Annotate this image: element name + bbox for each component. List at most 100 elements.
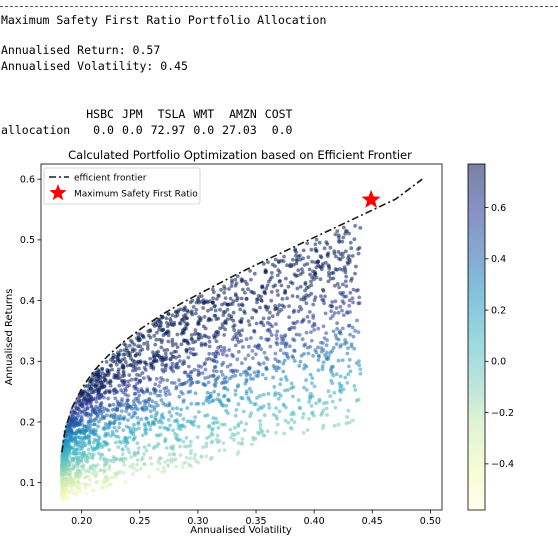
portfolio-point (207, 434, 212, 439)
portfolio-point (260, 429, 265, 434)
portfolio-point (340, 268, 345, 272)
portfolio-point (132, 450, 137, 455)
portfolio-point (131, 466, 136, 470)
portfolio-point (318, 254, 323, 259)
portfolio-point (158, 425, 163, 430)
portfolio-point (285, 263, 289, 268)
portfolio-point (283, 333, 288, 337)
portfolio-point (148, 427, 153, 432)
portfolio-point (154, 377, 159, 381)
portfolio-point (249, 277, 253, 282)
portfolio-point (252, 328, 256, 333)
portfolio-point (277, 303, 282, 307)
portfolio-point (85, 406, 90, 410)
header-amzn: AMZN (229, 107, 257, 121)
portfolio-point (194, 307, 199, 312)
portfolio-point (306, 255, 311, 260)
portfolio-point (170, 343, 175, 348)
portfolio-point (108, 363, 113, 368)
portfolio-point (177, 321, 182, 325)
portfolio-point (275, 359, 280, 364)
portfolio-point (164, 316, 169, 321)
portfolio-point (263, 268, 268, 273)
portfolio-point (345, 415, 349, 419)
portfolio-point (275, 336, 279, 341)
portfolio-point (261, 262, 266, 266)
portfolio-point (233, 343, 238, 348)
portfolio-point (325, 400, 329, 405)
portfolio-point (248, 400, 253, 405)
portfolio-point (191, 352, 196, 357)
portfolio-point (299, 297, 303, 302)
portfolio-point (310, 259, 314, 264)
portfolio-point (260, 372, 265, 377)
portfolio-point (237, 303, 242, 307)
portfolio-point (210, 426, 215, 431)
portfolio-point (302, 352, 306, 356)
portfolio-point (169, 380, 174, 385)
portfolio-point (184, 435, 189, 440)
colorbar-tick-label: 0.2 (491, 305, 506, 316)
allocation-header-row: HSBC JPM TSLA WMT AMZN COST (1, 106, 292, 122)
portfolio-point (258, 405, 263, 410)
portfolio-point (341, 225, 346, 230)
portfolio-point (105, 457, 110, 462)
portfolio-point (335, 321, 339, 326)
portfolio-point (298, 359, 303, 364)
portfolio-point (205, 395, 209, 400)
portfolio-point (287, 304, 291, 308)
portfolio-point (356, 251, 361, 256)
portfolio-point (189, 401, 194, 406)
portfolio-point (213, 304, 218, 308)
portfolio-point (170, 365, 174, 369)
portfolio-point (120, 397, 124, 401)
portfolio-point (309, 338, 314, 343)
portfolio-point (156, 467, 160, 472)
portfolio-point (248, 373, 253, 377)
portfolio-point (102, 468, 107, 473)
portfolio-point (256, 361, 261, 366)
portfolio-point (272, 412, 276, 417)
portfolio-point (341, 290, 345, 295)
portfolio-point (121, 428, 126, 432)
x-tick-label: 0.30 (187, 516, 208, 527)
portfolio-point (279, 377, 283, 382)
portfolio-point (329, 309, 333, 313)
portfolio-point (120, 447, 125, 451)
portfolio-point (155, 393, 160, 398)
portfolio-point (304, 378, 308, 383)
portfolio-point (338, 387, 343, 392)
portfolio-point (298, 257, 303, 262)
header-hsbc: HSBC (86, 107, 114, 121)
portfolio-point (100, 485, 105, 489)
portfolio-point (71, 463, 76, 467)
portfolio-point (278, 279, 282, 283)
portfolio-point (291, 337, 295, 342)
portfolio-point (166, 339, 171, 344)
portfolio-point (131, 413, 136, 418)
portfolio-point (300, 415, 305, 420)
portfolio-point (321, 423, 326, 428)
portfolio-point (209, 374, 213, 378)
portfolio-point (87, 483, 92, 487)
portfolio-point (220, 373, 225, 377)
portfolio-point (169, 414, 174, 418)
portfolio-point (309, 391, 313, 396)
portfolio-point (348, 332, 352, 337)
portfolio-point (92, 488, 96, 493)
portfolio-point (348, 290, 353, 295)
portfolio-point (319, 346, 324, 351)
portfolio-point (166, 333, 171, 338)
portfolio-point (193, 311, 198, 316)
portfolio-point (295, 286, 300, 291)
portfolio-point (283, 375, 288, 379)
portfolio-point (100, 414, 105, 419)
portfolio-point (216, 425, 221, 430)
portfolio-point (116, 367, 121, 372)
portfolio-point (248, 376, 253, 381)
x-tick-label: 0.40 (304, 516, 325, 527)
portfolio-point (96, 419, 101, 424)
portfolio-point (178, 359, 182, 363)
portfolio-point (170, 313, 175, 318)
portfolio-point (314, 401, 318, 406)
